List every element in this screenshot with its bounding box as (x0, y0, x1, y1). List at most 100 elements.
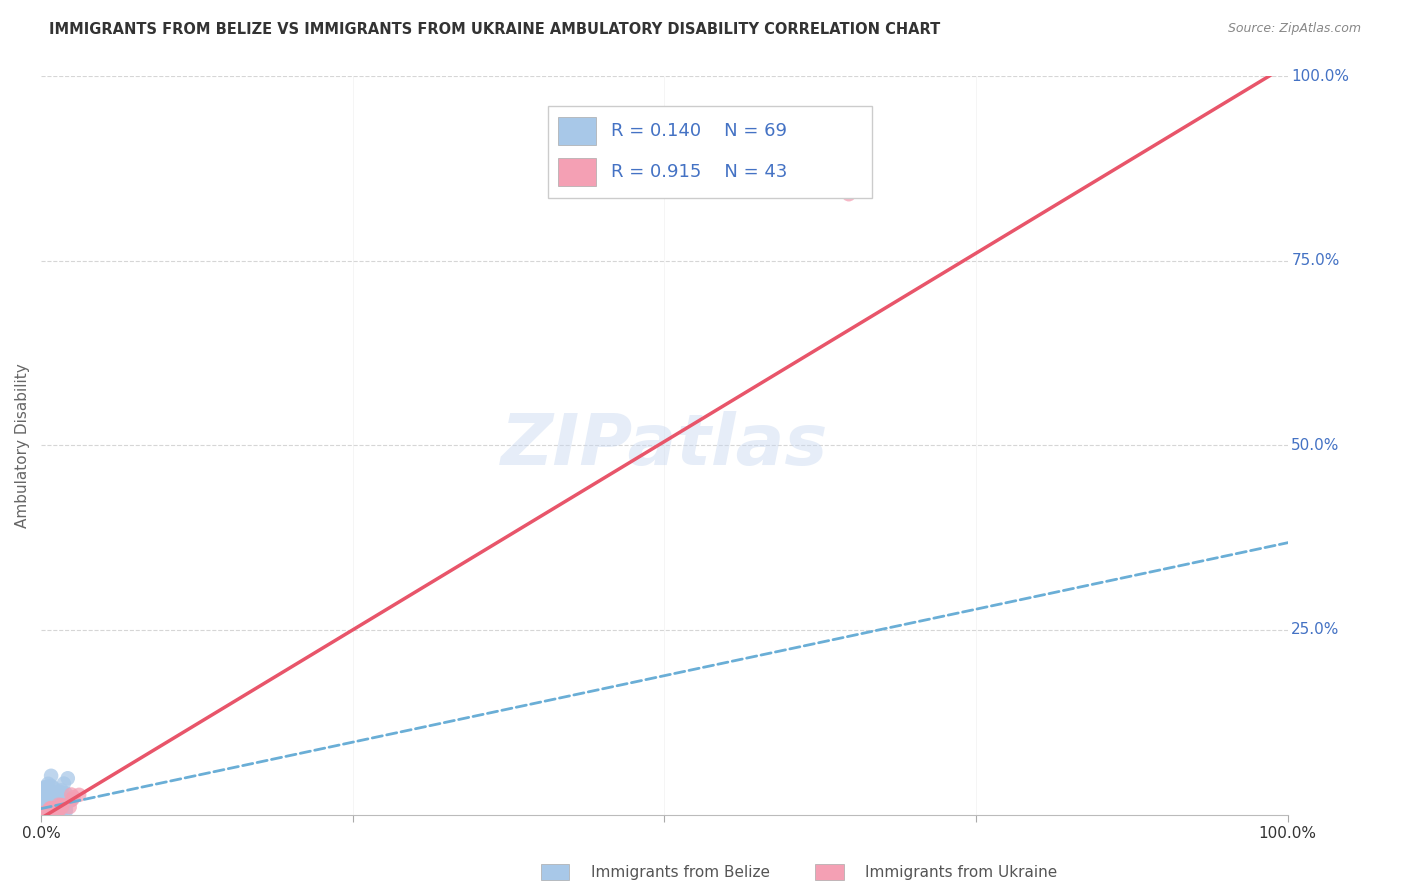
Point (60, 792, 83, 806)
Point (32, 799, 55, 814)
Point (37, 800, 59, 814)
Point (32, 806, 55, 821)
Point (45, 802, 67, 816)
Y-axis label: Ambulatory Disability: Ambulatory Disability (15, 363, 30, 528)
Point (49, 806, 72, 821)
Point (42, 789, 65, 804)
Point (59, 793, 82, 807)
Text: Immigrants from Belize: Immigrants from Belize (591, 865, 769, 880)
Point (41, 803, 63, 817)
Point (42, 803, 65, 817)
Point (37, 806, 59, 821)
Point (41, 805, 63, 819)
Point (55, 802, 77, 816)
Point (31, 806, 53, 821)
Point (35, 806, 58, 821)
Point (31, 800, 53, 814)
Text: 25.0%: 25.0% (1291, 623, 1340, 638)
Point (35, 780, 58, 794)
Point (39, 801, 62, 815)
Text: IMMIGRANTS FROM BELIZE VS IMMIGRANTS FROM UKRAINE AMBULATORY DISABILITY CORRELAT: IMMIGRANTS FROM BELIZE VS IMMIGRANTS FRO… (49, 22, 941, 37)
Point (37, 805, 59, 819)
Point (60, 788, 83, 802)
Text: Immigrants from Ukraine: Immigrants from Ukraine (865, 865, 1057, 880)
Point (39, 804, 62, 818)
Point (39, 802, 62, 816)
Text: 50.0%: 50.0% (1291, 438, 1340, 453)
Text: R = 0.140    N = 69: R = 0.140 N = 69 (610, 122, 787, 140)
Point (34, 791, 56, 805)
FancyBboxPatch shape (548, 105, 873, 198)
Point (39, 779, 62, 793)
Point (35, 792, 58, 806)
Point (37, 796, 59, 810)
Point (41, 802, 63, 816)
Point (31, 806, 53, 821)
Point (34, 806, 56, 821)
Point (38, 801, 60, 815)
Point (41, 805, 63, 820)
Point (838, 187, 860, 202)
Point (45, 792, 67, 806)
Point (35, 798, 58, 813)
Point (44, 801, 66, 815)
Point (46, 803, 69, 817)
Point (32, 806, 55, 821)
Point (42, 804, 65, 818)
Point (67, 788, 90, 802)
Point (32, 790, 55, 805)
Point (37, 797, 59, 812)
Point (31, 806, 53, 821)
Point (37, 790, 59, 805)
Point (42, 804, 65, 818)
Point (46, 803, 69, 817)
Point (45, 800, 67, 814)
Point (35, 806, 58, 821)
Point (41, 803, 63, 817)
FancyBboxPatch shape (558, 158, 596, 186)
Point (31, 806, 53, 821)
Point (35, 806, 58, 821)
Point (46, 804, 69, 818)
Point (39, 805, 62, 820)
Point (37, 805, 59, 819)
Point (35, 796, 58, 810)
Point (42, 780, 65, 795)
Point (34, 795, 56, 809)
Point (37, 806, 59, 821)
Point (39, 797, 62, 812)
Point (62, 790, 84, 805)
Point (37, 806, 59, 821)
Point (37, 800, 59, 814)
Text: 100.0%: 100.0% (1291, 69, 1350, 84)
Point (44, 797, 66, 811)
Point (32, 805, 55, 820)
Point (39, 800, 62, 814)
Point (38, 790, 60, 805)
Point (37, 806, 59, 821)
Point (37, 777, 59, 791)
Point (38, 797, 60, 811)
Point (38, 806, 60, 821)
Point (45, 805, 67, 820)
Point (49, 785, 72, 799)
Text: ZIPatlas: ZIPatlas (501, 411, 828, 480)
Point (51, 797, 73, 812)
Point (32, 781, 55, 796)
Point (44, 791, 66, 805)
Point (44, 796, 66, 810)
Point (37, 797, 59, 811)
Point (49, 798, 72, 813)
Point (55, 793, 77, 807)
Point (31, 806, 53, 821)
Point (39, 794, 62, 808)
Point (45, 804, 67, 818)
Point (38, 803, 60, 817)
Point (31, 806, 53, 821)
Point (34, 780, 56, 795)
Text: Source: ZipAtlas.com: Source: ZipAtlas.com (1227, 22, 1361, 36)
Point (59, 800, 82, 814)
Text: R = 0.915    N = 43: R = 0.915 N = 43 (610, 163, 787, 181)
Point (56, 772, 79, 786)
FancyBboxPatch shape (558, 118, 596, 145)
